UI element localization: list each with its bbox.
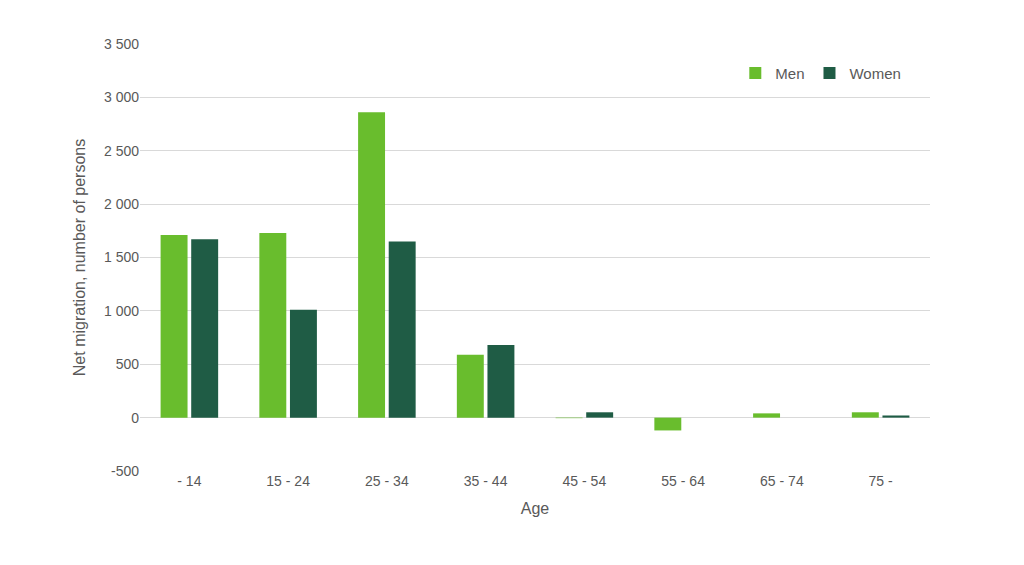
svg-text:- 14: - 14 [177,473,201,489]
svg-text:2 500: 2 500 [104,143,139,159]
svg-text:15 - 24: 15 - 24 [266,473,310,489]
svg-text:2 000: 2 000 [104,196,139,212]
svg-text:Men: Men [775,65,804,82]
svg-text:1 000: 1 000 [104,303,139,319]
svg-text:0: 0 [131,410,139,426]
svg-text:Women: Women [849,65,900,82]
svg-text:3 500: 3 500 [104,36,139,52]
svg-text:65 - 74: 65 - 74 [760,473,804,489]
svg-text:Net migration, number of perso: Net migration, number of persons [71,139,88,376]
svg-text:25 - 34: 25 - 34 [365,473,409,489]
svg-text:45 - 54: 45 - 54 [563,473,607,489]
svg-text:-500: -500 [111,463,139,479]
svg-text:Age: Age [521,500,550,517]
svg-text:3 000: 3 000 [104,89,139,105]
svg-text:500: 500 [116,356,140,372]
svg-text:75 -: 75 - [869,473,893,489]
svg-text:35 - 44: 35 - 44 [464,473,508,489]
svg-text:55 - 64: 55 - 64 [661,473,705,489]
svg-text:1 500: 1 500 [104,249,139,265]
